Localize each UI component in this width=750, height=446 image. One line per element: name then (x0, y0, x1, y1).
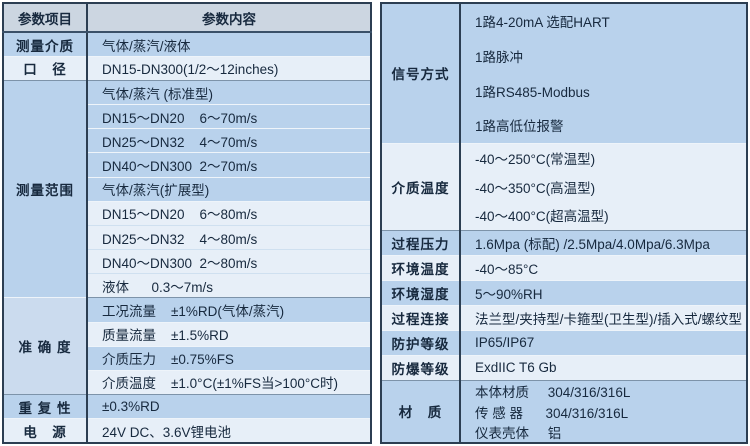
param-label: 防护等级 (381, 330, 461, 356)
param-value: 1路4-20mA 选配HART (460, 3, 747, 38)
param-value: -40～85°C (460, 255, 747, 281)
table-row: 信号方式 1路4-20mA 选配HART (381, 3, 747, 144)
param-label: 防爆等级 (381, 355, 461, 381)
column-header-param-content: 参数内容 (87, 3, 371, 34)
param-value: DN25～DN32 4～80m/s (87, 225, 371, 251)
param-value: ExdIIC T6 Gb (460, 355, 747, 381)
param-label: 过程压力 (381, 230, 461, 256)
table-row: 1路高低位报警 (381, 108, 747, 144)
table-row: -40～400°C(超高温型) (381, 201, 747, 231)
table-row: DN15～DN20 6～70m/s (3, 104, 371, 130)
param-value: 1路脉冲 (460, 38, 747, 73)
param-label: 环境温度 (381, 255, 461, 281)
param-label: 准 确 度 (3, 297, 88, 396)
param-label: 重 复 性 (3, 394, 88, 420)
param-label: 过程连接 (381, 305, 461, 331)
param-label: 口 径 (3, 56, 88, 82)
param-value: DN15～DN20 6～80m/s (87, 201, 371, 226)
param-value: 介质压力 ±0.75%FS (87, 346, 371, 371)
param-label: 环境湿度 (381, 280, 461, 306)
table-row: 传 感 器 304/316/316L (381, 401, 747, 422)
param-value: -40～250°C(常温型) (460, 143, 747, 172)
table-row: 介质温度 ±1.0°C(±1%FS当>100°C时) (3, 370, 371, 396)
table-row: 气体/蒸汽(扩展型) (3, 177, 371, 202)
table-row: 介质温度 -40～250°C(常温型) (381, 143, 747, 231)
table-row: 过程连接 法兰型/夹持型/卡箍型(卫生型)/插入式/螺纹型 (381, 305, 747, 331)
table-row: 仪表壳体 铝 (381, 422, 747, 443)
table-row: 材 质 本体材质 304/316/316L (381, 380, 747, 443)
param-value: DN25～DN32 4～70m/s (87, 128, 371, 154)
table-row: 环境温度 -40～85°C (381, 255, 747, 281)
table-row: 过程压力 1.6Mpa (标配) /2.5Mpa/4.0Mpa/6.3Mpa (381, 230, 747, 256)
table-row: DN25～DN32 4～70m/s (3, 128, 371, 154)
param-label: 测量介质 (3, 32, 88, 57)
param-value: 1路RS485-Modbus (460, 73, 747, 108)
param-value: 气体/蒸汽(扩展型) (87, 177, 371, 202)
param-value: 液体 0.3～7m/s (87, 273, 371, 299)
table-row: 重 复 性 ±0.3%RD (3, 394, 371, 420)
param-value: 仪表壳体 铝 (460, 422, 747, 443)
param-label: 电 源 (3, 418, 88, 443)
table-row: 1路脉冲 (381, 38, 747, 73)
param-value: ±0.3%RD (87, 394, 371, 420)
param-value: 传 感 器 304/316/316L (460, 401, 747, 422)
column-header-param-name: 参数项目 (3, 3, 88, 34)
param-value: DN15～DN20 6～70m/s (87, 104, 371, 130)
table-row: 电 源 24V DC、3.6V锂电池 (3, 418, 371, 443)
right-parameters-table: 信号方式 1路4-20mA 选配HART 1路脉冲 1路RS485-Modbus… (380, 2, 748, 444)
param-value: 介质温度 ±1.0°C(±1%FS当>100°C时) (87, 370, 371, 396)
param-label: 介质温度 (381, 143, 461, 231)
param-value: 1路高低位报警 (460, 108, 747, 144)
table-row: 准 确 度 工况流量 ±1%RD(气体/蒸汽) (3, 297, 371, 396)
table-row: 液体 0.3～7m/s (3, 273, 371, 299)
param-value: -40～350°C(高温型) (460, 172, 747, 201)
param-value: 质量流量 ±1.5%RD (87, 322, 371, 347)
param-value: 气体/蒸汽 (标准型) (87, 80, 371, 106)
param-label: 信号方式 (381, 3, 461, 144)
param-label: 材 质 (381, 380, 461, 443)
param-value: 24V DC、3.6V锂电池 (87, 418, 371, 443)
param-value: 1.6Mpa (标配) /2.5Mpa/4.0Mpa/6.3Mpa (460, 230, 747, 256)
param-value: DN15-DN300(1/2～12inches) (87, 56, 371, 82)
table-row: DN15～DN20 6～80m/s (3, 201, 371, 226)
param-value: 工况流量 ±1%RD(气体/蒸汽) (87, 297, 371, 323)
param-value: 5～90%RH (460, 280, 747, 306)
param-value: 气体/蒸汽/液体 (87, 32, 371, 57)
table-row: DN25～DN32 4～80m/s (3, 225, 371, 251)
table-row: 环境湿度 5～90%RH (381, 280, 747, 306)
header-row: 参数项目 参数内容 (3, 3, 371, 34)
table-row: 测量范围 气体/蒸汽 (标准型) (3, 80, 371, 299)
param-value: 本体材质 304/316/316L (460, 380, 747, 401)
param-value: DN40～DN300 2～70m/s (87, 152, 371, 178)
table-row: 1路RS485-Modbus (381, 73, 747, 108)
param-value: -40～400°C(超高温型) (460, 201, 747, 231)
param-value: DN40～DN300 2～80m/s (87, 249, 371, 275)
table-row: 介质压力 ±0.75%FS (3, 346, 371, 371)
left-parameters-table: 参数项目 参数内容 测量介质 气体/蒸汽/液体 口 径 DN15-DN300(1… (2, 2, 372, 444)
table-row: 质量流量 ±1.5%RD (3, 322, 371, 347)
table-row: 测量介质 气体/蒸汽/液体 (3, 32, 371, 57)
table-row: 防爆等级 ExdIIC T6 Gb (381, 355, 747, 381)
table-row: DN40～DN300 2～80m/s (3, 249, 371, 275)
table-row: -40～350°C(高温型) (381, 172, 747, 201)
table-row: DN40～DN300 2～70m/s (3, 152, 371, 178)
param-label: 测量范围 (3, 80, 88, 299)
param-value: 法兰型/夹持型/卡箍型(卫生型)/插入式/螺纹型 (460, 305, 747, 331)
param-value: IP65/IP67 (460, 330, 747, 356)
table-row: 防护等级 IP65/IP67 (381, 330, 747, 356)
table-row: 口 径 DN15-DN300(1/2～12inches) (3, 56, 371, 82)
